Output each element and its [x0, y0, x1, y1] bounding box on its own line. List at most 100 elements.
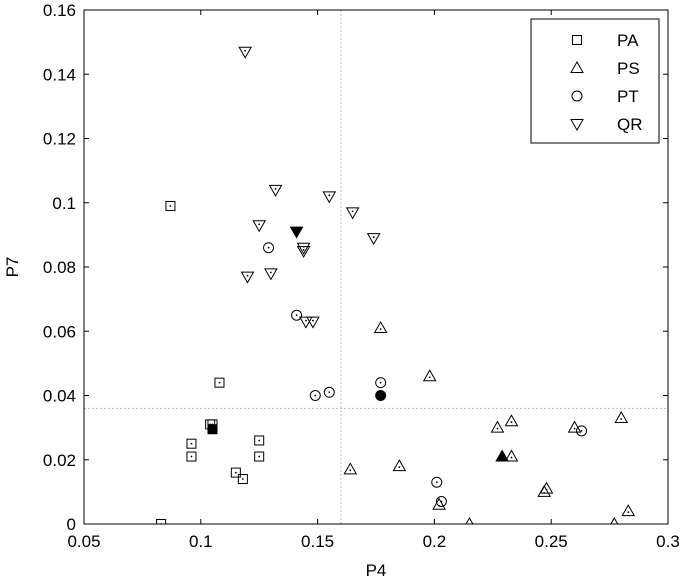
point-qr [264, 268, 278, 281]
point-ps [490, 420, 505, 433]
legend-label-pa: PA [617, 31, 639, 50]
point-pa [214, 377, 225, 388]
point-qr-center-dot [328, 194, 331, 197]
point-ps-center-dot [510, 421, 513, 424]
legend: PA PS PT QR [530, 18, 660, 144]
point-pa [156, 519, 167, 524]
y-tick-label: 0.04 [43, 387, 76, 406]
y-tick-label: 0.16 [43, 1, 76, 20]
point-pa [254, 451, 265, 462]
point-qr-center-dot [258, 223, 261, 226]
point-pa-center-dot [190, 442, 193, 445]
point-pa-center-dot [169, 205, 172, 207]
legend-label-ps: PS [617, 59, 640, 78]
y-tick-label: 0.14 [43, 65, 76, 84]
point-ps-center-dot [349, 469, 352, 472]
x-axis-label: P4 [366, 561, 387, 580]
point-pt [435, 496, 447, 508]
y-axis-label: P7 [3, 257, 22, 278]
point-qr [322, 191, 337, 204]
x-tick-label: 0.2 [423, 532, 447, 551]
point-ps-center-dot [627, 511, 630, 514]
x-tick-label: 0.1 [189, 532, 213, 551]
point-pa-highlight [207, 424, 218, 435]
y-tick-label: 0 [67, 515, 76, 534]
point-qr-center-dot [269, 271, 272, 274]
point-qr-center-dot [274, 188, 277, 190]
point-ps [504, 414, 519, 427]
point-ps [610, 516, 619, 524]
point-qr [366, 233, 381, 246]
point-pt [291, 309, 303, 321]
point-qr-highlight [289, 226, 304, 239]
legend-box [530, 18, 660, 144]
point-qr [296, 245, 311, 258]
x-tick-label: 0.15 [301, 532, 334, 551]
point-qr [238, 46, 253, 59]
point-pt-center-dot [314, 394, 317, 397]
legend-marker-qr [570, 119, 584, 132]
point-qr [296, 242, 311, 255]
point-pa-center-dot [190, 455, 193, 458]
legend-marker-pt [571, 90, 583, 102]
point-qr [299, 316, 313, 329]
point-qr-center-dot [312, 319, 314, 322]
point-ps [504, 449, 519, 462]
point-ps [621, 504, 636, 517]
point-qr-center-dot [244, 49, 247, 52]
point-qr-center-dot [246, 274, 249, 277]
point-qr [345, 207, 360, 220]
point-pa [186, 438, 197, 449]
point-ps [343, 462, 358, 475]
point-pt-center-dot [379, 381, 382, 384]
point-pt [576, 425, 588, 437]
point-pa-center-dot [258, 455, 261, 458]
point-qr-center-dot [305, 319, 307, 322]
y-tick-label: 0.02 [43, 451, 76, 470]
legend-marker-ps [570, 60, 584, 73]
data-markers [156, 46, 636, 524]
y-tick-label: 0.06 [43, 322, 76, 341]
point-qr [240, 271, 255, 284]
point-ps [422, 369, 437, 382]
point-ps-center-dot [398, 466, 401, 469]
x-axis: 0.05 0.1 0.15 0.2 0.25 0.3 [67, 10, 680, 551]
point-pt [309, 390, 321, 401]
point-pa-center-dot [234, 471, 237, 474]
point-ps [539, 481, 554, 494]
point-pa-center-dot [241, 478, 244, 480]
point-pt-center-dot [435, 481, 438, 484]
point-pa [186, 451, 197, 462]
point-ps-center-dot [510, 456, 513, 459]
point-ps [373, 321, 388, 334]
point-ps-center-dot [573, 427, 576, 430]
point-ps [465, 516, 474, 524]
point-ps-center-dot [428, 376, 431, 379]
point-pt [323, 386, 335, 398]
point-qr [268, 184, 283, 197]
legend-label-qr: QR [617, 115, 643, 134]
point-pa [254, 435, 265, 446]
y-tick-label: 0.08 [43, 258, 76, 277]
point-pt-center-dot [580, 429, 583, 432]
point-pa [165, 200, 176, 211]
point-ps-center-dot [379, 328, 382, 330]
point-ps [567, 420, 582, 433]
x-tick-label: 0.25 [535, 532, 568, 551]
point-qr-center-dot [302, 249, 305, 251]
point-pa [237, 474, 248, 485]
point-qr-center-dot [372, 236, 375, 238]
point-ps [392, 459, 407, 472]
point-qr-center-dot [351, 210, 354, 213]
point-ps-center-dot [620, 418, 623, 420]
point-qr [252, 220, 267, 233]
x-tick-label: 0.05 [67, 532, 100, 551]
point-qr [306, 316, 320, 329]
point-pt-center-dot [440, 500, 443, 503]
point-pa-center-dot [218, 381, 221, 384]
point-ps [614, 410, 629, 423]
point-pt-center-dot [328, 391, 331, 394]
y-axis: 0 0.02 0.04 0.06 0.08 0.1 0.12 0.14 0.16 [43, 1, 668, 534]
y-tick-label: 0.1 [52, 194, 76, 213]
